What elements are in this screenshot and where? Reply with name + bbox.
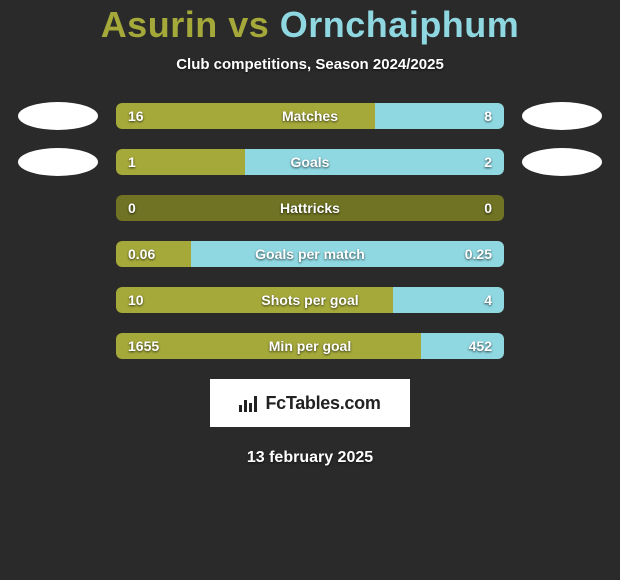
player2-avatar: [522, 240, 602, 268]
title-player1: Asurin: [101, 4, 218, 45]
fill-player2: [245, 149, 504, 175]
stat-label: Hattricks: [280, 200, 340, 216]
value-player1: 16: [128, 108, 144, 124]
barchart-icon: [239, 394, 259, 412]
footer-logo: FcTables.com: [210, 379, 410, 427]
player1-avatar: [18, 102, 98, 130]
stat-label: Matches: [282, 108, 338, 124]
stat-label: Goals per match: [255, 246, 365, 262]
player1-avatar: [18, 148, 98, 176]
page-title: Asurin vs Ornchaiphum: [0, 4, 620, 46]
value-player1: 0: [128, 200, 136, 216]
player2-avatar: [522, 286, 602, 314]
stat-track: 10 4 Shots per goal: [116, 287, 504, 313]
player1-avatar: [18, 332, 98, 360]
value-player2: 0.25: [465, 246, 492, 262]
value-player2: 0: [484, 200, 492, 216]
value-player1: 1655: [128, 338, 159, 354]
date-text: 13 february 2025: [0, 449, 620, 467]
player2-avatar: [522, 148, 602, 176]
stat-track: 16 8 Matches: [116, 103, 504, 129]
stat-track: 1 2 Goals: [116, 149, 504, 175]
stats-area: 16 8 Matches 1 2 Goals 0 0 Hattricks 0.06 0.25 Goal…: [0, 103, 620, 359]
value-player2: 8: [484, 108, 492, 124]
player2-avatar: [522, 102, 602, 130]
stat-row: 10 4 Shots per goal: [18, 287, 602, 313]
stat-label: Shots per goal: [261, 292, 358, 308]
footer-brand-text: FcTables.com: [265, 393, 380, 414]
stat-track: 0.06 0.25 Goals per match: [116, 241, 504, 267]
player2-avatar: [522, 194, 602, 222]
title-player2: Ornchaiphum: [280, 4, 520, 45]
container: Asurin vs Ornchaiphum Club competitions,…: [0, 0, 620, 467]
stat-label: Min per goal: [269, 338, 351, 354]
stat-row: 16 8 Matches: [18, 103, 602, 129]
value-player1: 10: [128, 292, 144, 308]
stat-row: 0.06 0.25 Goals per match: [18, 241, 602, 267]
value-player2: 2: [484, 154, 492, 170]
player1-avatar: [18, 240, 98, 268]
player1-avatar: [18, 194, 98, 222]
stat-label: Goals: [291, 154, 330, 170]
value-player1: 1: [128, 154, 136, 170]
subtitle: Club competitions, Season 2024/2025: [0, 56, 620, 73]
stat-row: 0 0 Hattricks: [18, 195, 602, 221]
player2-avatar: [522, 332, 602, 360]
value-player2: 4: [484, 292, 492, 308]
stat-row: 1655 452 Min per goal: [18, 333, 602, 359]
player1-avatar: [18, 286, 98, 314]
value-player2: 452: [469, 338, 492, 354]
value-player1: 0.06: [128, 246, 155, 262]
stat-track: 0 0 Hattricks: [116, 195, 504, 221]
title-vs: vs: [228, 4, 269, 45]
stat-track: 1655 452 Min per goal: [116, 333, 504, 359]
stat-row: 1 2 Goals: [18, 149, 602, 175]
